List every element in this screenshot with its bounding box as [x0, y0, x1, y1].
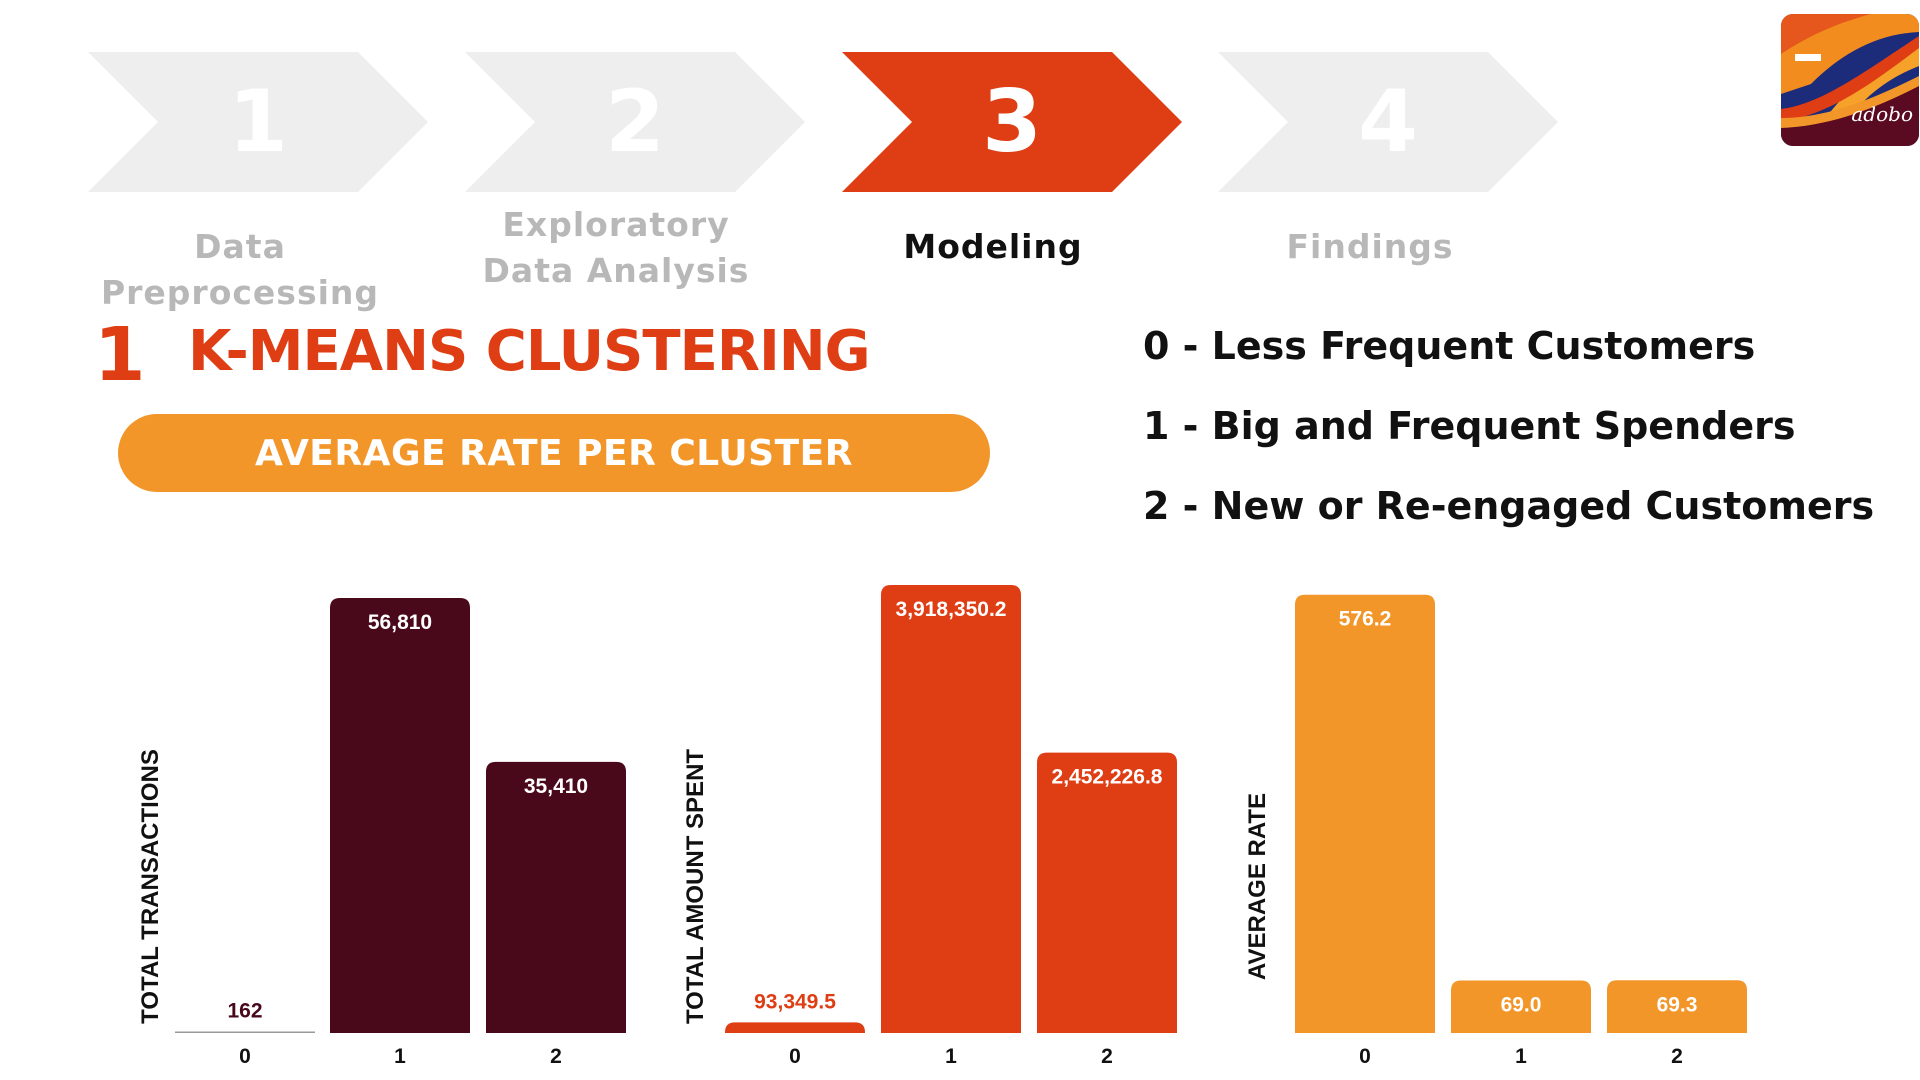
step-4-number: 4 — [1358, 72, 1418, 172]
step-2-label-line-1: Exploratory — [502, 205, 730, 244]
step-2-chevron — [465, 52, 805, 192]
adobo-logo-text: adobo — [1851, 102, 1913, 126]
chart-transactions-bar-2 — [486, 761, 626, 1033]
step-3-label: Modeling — [803, 224, 1183, 270]
step-3-number: 3 — [982, 72, 1042, 172]
adobo-logo: adobo — [1781, 14, 1919, 146]
chart-transactions-bar-0 — [175, 1031, 315, 1033]
chart-total-transactions-svg: TOTAL TRANSACTIONS 162 0 56,810 1 35,410 2 — [137, 597, 626, 1068]
chart-average-rate-tick-label-0: 0 — [1359, 1045, 1371, 1068]
chart-amount-spent-tick-label-1: 1 — [945, 1045, 957, 1068]
chart-average-rate-bar-2 — [1607, 980, 1747, 1033]
chart-amount-spent-bar-0 — [725, 1022, 865, 1033]
chart-amount-spent-bar-2 — [1037, 752, 1177, 1033]
step-1-number: 1 — [228, 72, 288, 172]
step-1-label: Data Preprocessing — [50, 224, 430, 316]
section-title: K-MEANS CLUSTERING — [188, 319, 871, 384]
step-4-label: Findings — [1180, 224, 1560, 270]
chart-average-rate-value-label-1: 69.0 — [1501, 994, 1542, 1017]
chart-average-rate: AVERAGE RATE 576.2 0 69.0 1 69.3 2 — [1245, 560, 1765, 1070]
chart-transactions-value-label-0: 162 — [227, 1000, 262, 1023]
chart-average-rate-bar-0 — [1295, 594, 1435, 1033]
chart-transactions-value-label-1: 56,810 — [368, 611, 432, 634]
process-steps: 1 2 3 4 Data Preprocessing Exploratory D… — [0, 0, 1920, 312]
chart-subtitle-banner: AVERAGE RATE PER CLUSTER — [118, 414, 990, 492]
chart-amount-spent-tick-label-2: 2 — [1101, 1045, 1113, 1068]
chart-average-rate-tick-label-2: 2 — [1671, 1045, 1683, 1068]
step-1-label-line: Data Preprocessing — [100, 227, 380, 312]
chart-average-rate-svg: AVERAGE RATE 576.2 0 69.0 1 69.3 2 — [1245, 594, 1747, 1068]
chart-transactions-bar-1 — [330, 597, 470, 1033]
step-4-label-line: Findings — [1286, 227, 1454, 266]
chart-transactions-y-label: TOTAL TRANSACTIONS — [137, 749, 164, 1024]
step-4-chevron — [1218, 52, 1558, 192]
legend-item-cluster-1: 1 - Big and Frequent Spenders — [1143, 404, 1796, 448]
adobo-logo-graphic — [1781, 14, 1919, 146]
chart-total-transactions: TOTAL TRANSACTIONS 162 0 56,810 1 35,410 2 — [130, 560, 650, 1070]
chart-amount-spent-y-label: TOTAL AMOUNT SPENT — [682, 749, 709, 1024]
step-1-chevron — [88, 52, 428, 192]
chart-transactions-tick-label-0: 0 — [239, 1045, 251, 1068]
chart-amount-spent-tick-label-0: 0 — [789, 1045, 801, 1068]
step-2-label-line-2: Data Analysis — [482, 251, 750, 290]
chart-transactions-tick-label-2: 2 — [550, 1045, 562, 1068]
chart-amount-spent-bar-1 — [881, 585, 1021, 1033]
section-number: 1 — [94, 312, 146, 398]
chart-average-rate-value-label-2: 69.3 — [1657, 993, 1698, 1016]
chart-total-amount-spent-svg: TOTAL AMOUNT SPENT 93,349.5 0 3,918,350.2 1 2… — [682, 585, 1177, 1068]
chart-average-rate-bar-1 — [1451, 980, 1591, 1033]
chart-average-rate-tick-label-1: 1 — [1515, 1045, 1527, 1068]
chart-amount-spent-value-label-0: 93,349.5 — [754, 990, 836, 1013]
step-3-chevron — [842, 52, 1182, 192]
step-1: 1 — [88, 52, 428, 192]
step-2: 2 — [465, 52, 805, 192]
chart-transactions-tick-label-1: 1 — [394, 1045, 406, 1068]
chart-amount-spent-value-label-2: 2,452,226.8 — [1052, 766, 1163, 789]
chart-subtitle-text: AVERAGE RATE PER CLUSTER — [255, 432, 853, 474]
step-4: 4 — [1218, 52, 1558, 192]
chart-total-amount-spent: TOTAL AMOUNT SPENT 93,349.5 0 3,918,350.2 1 2… — [675, 560, 1195, 1070]
chart-amount-spent-value-label-1: 3,918,350.2 — [896, 598, 1007, 621]
legend-item-cluster-2: 2 - New or Re-engaged Customers — [1143, 484, 1875, 528]
chart-transactions-value-label-2: 35,410 — [524, 775, 588, 798]
step-2-label: Exploratory Data Analysis — [426, 202, 806, 294]
step-3: 3 — [842, 52, 1182, 192]
cluster-legend: 0 - Less Frequent Customers 1 - Big and … — [1143, 318, 1874, 558]
step-3-label-line: Modeling — [903, 227, 1083, 266]
step-2-number: 2 — [605, 72, 665, 172]
chart-average-rate-y-label: AVERAGE RATE — [1245, 793, 1271, 980]
legend-item-cluster-0: 0 - Less Frequent Customers — [1143, 324, 1756, 368]
chart-average-rate-value-label-0: 576.2 — [1339, 608, 1392, 631]
